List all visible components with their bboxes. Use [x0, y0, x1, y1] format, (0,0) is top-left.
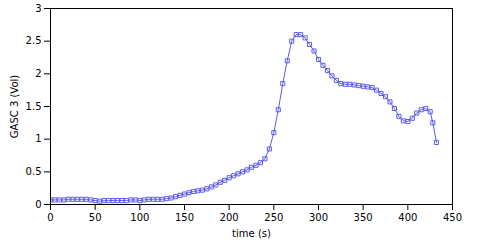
svg-text:0: 0 [35, 199, 41, 210]
svg-text:time (s): time (s) [232, 228, 271, 239]
svg-text:0: 0 [47, 212, 53, 223]
svg-text:100: 100 [130, 212, 149, 223]
svg-text:GASC 3 (Vol): GASC 3 (Vol) [9, 75, 20, 139]
svg-text:3: 3 [35, 3, 41, 14]
svg-text:2.5: 2.5 [26, 35, 42, 46]
svg-text:400: 400 [398, 212, 417, 223]
svg-text:200: 200 [220, 212, 239, 223]
svg-text:450: 450 [443, 212, 462, 223]
svg-text:250: 250 [264, 212, 283, 223]
svg-text:2: 2 [35, 68, 41, 79]
svg-text:350: 350 [354, 212, 373, 223]
svg-text:0.5: 0.5 [26, 166, 42, 177]
svg-text:50: 50 [89, 212, 102, 223]
svg-text:1.5: 1.5 [26, 101, 42, 112]
svg-text:150: 150 [175, 212, 194, 223]
svg-text:300: 300 [309, 212, 328, 223]
svg-text:1: 1 [35, 133, 41, 144]
